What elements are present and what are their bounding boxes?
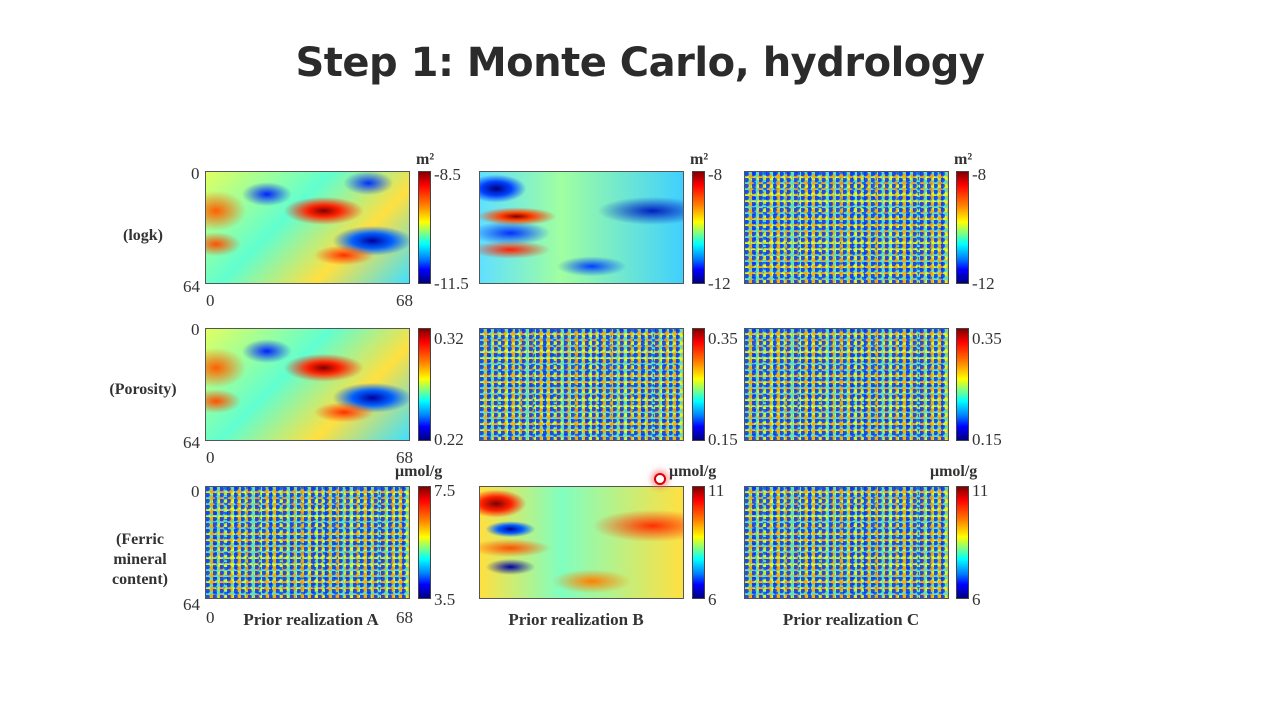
colorbar-unit: μmol/g xyxy=(395,463,443,480)
colorbar-min: 3.5 xyxy=(434,590,456,609)
column-label-c: Prior realization C xyxy=(782,610,920,629)
colorbar-max: 0.35 xyxy=(972,329,1002,348)
colorbar-max: 0.32 xyxy=(434,329,464,348)
y-tick-top: 0 xyxy=(191,320,200,339)
heatmap-porosity-b xyxy=(479,328,684,441)
heatmap-porosity-a xyxy=(205,328,410,441)
y-tick-top: 0 xyxy=(191,482,200,501)
colorbar xyxy=(692,328,705,441)
x-tick-right: 68 xyxy=(396,608,413,627)
colorbar-max: -8.5 xyxy=(434,165,461,184)
colorbar-min: 0.15 xyxy=(972,430,1002,449)
colorbar-min: 6 xyxy=(708,590,717,609)
colorbar-unit: μmol/g xyxy=(930,463,978,480)
column-label-a: Prior realization A xyxy=(243,610,379,629)
colorbar-max: -8 xyxy=(708,165,723,184)
cursor-indicator-icon xyxy=(654,473,666,485)
heatmap-ferric-c xyxy=(744,486,949,599)
y-tick-bottom: 64 xyxy=(183,433,200,452)
colorbar xyxy=(956,171,969,284)
row-label-porosity: (Porosity) xyxy=(109,381,177,398)
colorbar xyxy=(692,486,705,599)
colorbar xyxy=(956,328,969,441)
colorbar-unit: m² xyxy=(690,151,709,168)
colorbar xyxy=(692,171,705,284)
heatmap-ferric-b xyxy=(479,486,684,599)
heatmap-ferric-a xyxy=(205,486,410,599)
heatmap-porosity-c xyxy=(744,328,949,441)
colorbar-unit: m² xyxy=(416,151,435,168)
colorbar-min: -11.5 xyxy=(434,274,469,293)
row-label-ferric: (Ferric mineral content) xyxy=(112,531,168,588)
colorbar xyxy=(418,328,431,441)
x-tick-right: 68 xyxy=(396,448,413,467)
colorbar-min: 0.22 xyxy=(434,430,464,449)
column-label-b: Prior realization B xyxy=(508,610,644,629)
x-tick-left: 0 xyxy=(206,448,215,467)
heatmap-logk-a xyxy=(205,171,410,284)
x-tick-left: 0 xyxy=(206,291,215,310)
colorbar-max: 11 xyxy=(708,481,725,500)
colorbar-min: 6 xyxy=(972,590,981,609)
colorbar-max: 7.5 xyxy=(434,481,456,500)
x-tick-left: 0 xyxy=(206,608,215,627)
x-tick-right: 68 xyxy=(396,291,413,310)
colorbar-min: -12 xyxy=(708,274,731,293)
heatmap-logk-c xyxy=(744,171,949,284)
colorbar-min: 0.15 xyxy=(708,430,738,449)
y-tick-bottom: 64 xyxy=(183,277,200,296)
heatmap-logk-b xyxy=(479,171,684,284)
colorbar-unit: m² xyxy=(954,151,973,168)
slide-title: Step 1: Monte Carlo, hydrology xyxy=(295,40,985,86)
colorbar xyxy=(956,486,969,599)
y-tick-top: 0 xyxy=(191,164,200,183)
colorbar-unit: μmol/g xyxy=(669,463,717,480)
colorbar xyxy=(418,171,431,284)
colorbar-max: 0.35 xyxy=(708,329,738,348)
y-tick-bottom: 64 xyxy=(183,595,200,614)
colorbar-max: -8 xyxy=(972,165,987,184)
colorbar-min: -12 xyxy=(972,274,995,293)
colorbar-max: 11 xyxy=(972,481,989,500)
colorbar xyxy=(418,486,431,599)
row-label-logk: (logk) xyxy=(123,227,163,244)
